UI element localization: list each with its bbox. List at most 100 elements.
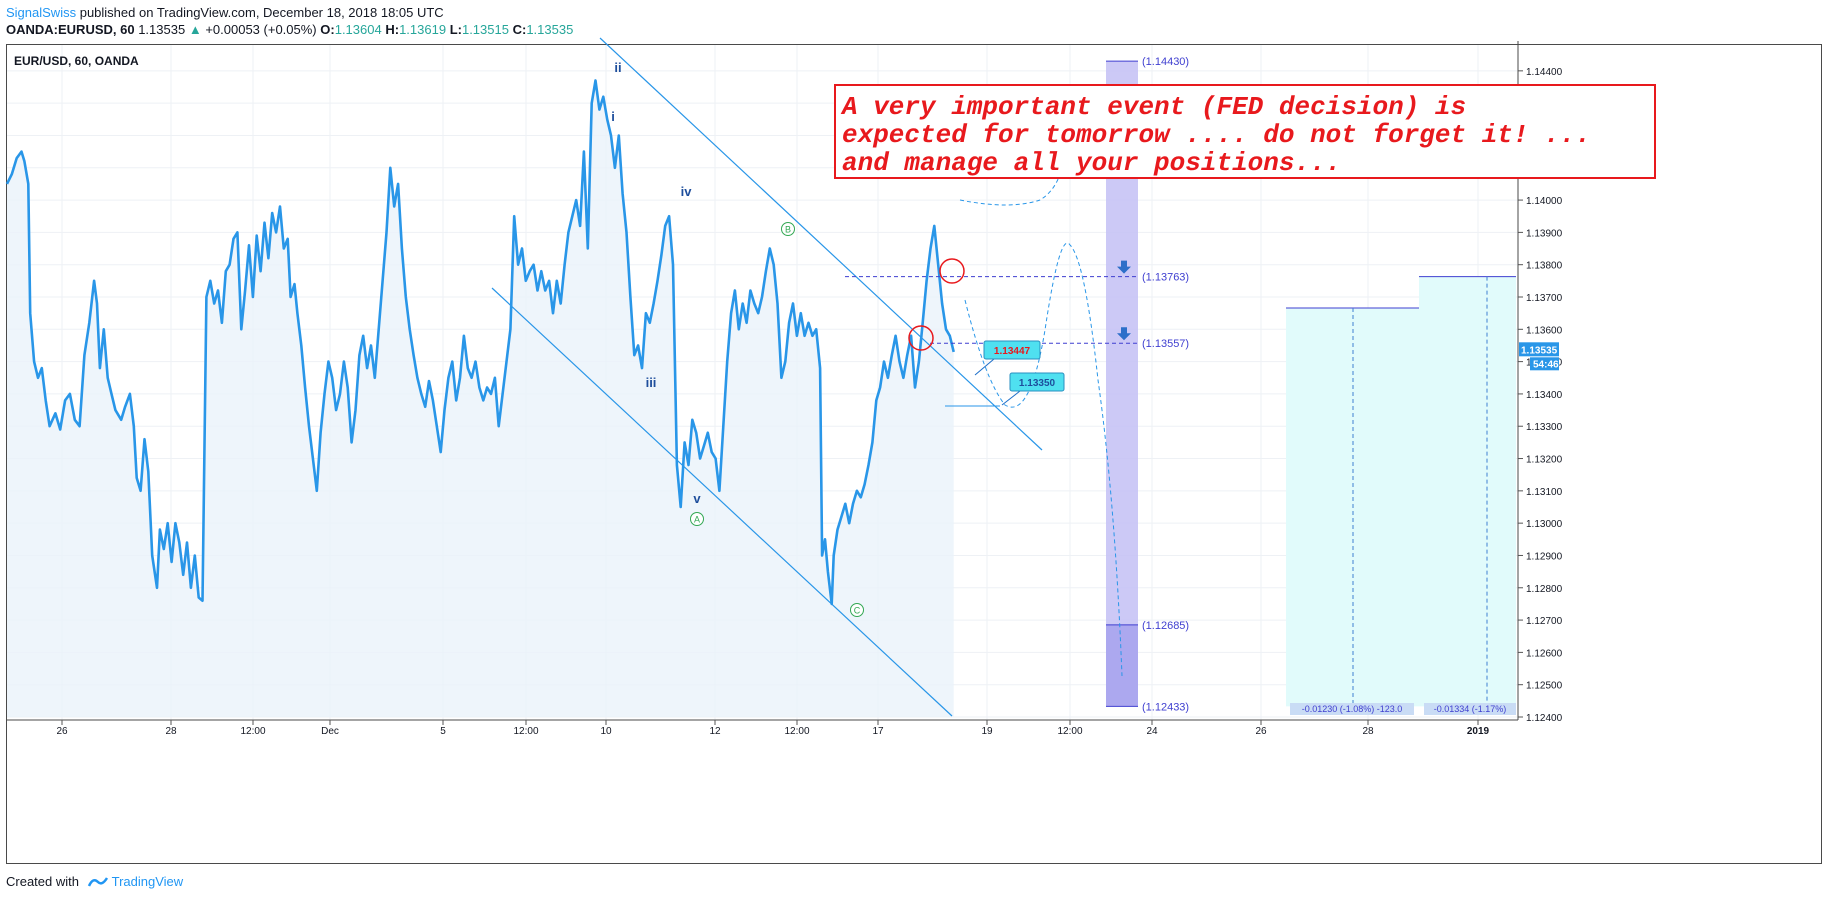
- publication-info: SignalSwiss published on TradingView.com…: [6, 5, 444, 20]
- wave-circle-C: [850, 603, 864, 617]
- wave-label-B: B: [785, 225, 791, 235]
- x-tick-label: 19: [981, 726, 993, 737]
- x-tick-label: 12:00: [1057, 726, 1082, 737]
- y-tick-label: 1.13000: [1526, 519, 1563, 530]
- y-tick-label: 1.13100: [1526, 487, 1563, 498]
- projection-path-up: [959, 139, 1066, 206]
- y-tick-label: 1.13900: [1526, 228, 1563, 239]
- projection-path-down: [964, 242, 1123, 677]
- up-triangle-icon: ▲: [188, 22, 202, 37]
- measure-label-box-2: [1424, 703, 1516, 715]
- x-tick-label: 12:00: [784, 726, 809, 737]
- footer: Created with TradingView: [6, 874, 183, 889]
- y-tick-label: 1.13400: [1526, 390, 1563, 401]
- low-label: L:: [449, 22, 462, 37]
- x-tick-label: 12:00: [240, 726, 265, 737]
- callout-label: 1.13447: [994, 346, 1031, 357]
- x-tick-label: Dec: [321, 726, 339, 737]
- callout-label: 1.13350: [1019, 378, 1056, 389]
- tradingview-logo-icon: [87, 877, 108, 887]
- wave-label-iv: iv: [681, 184, 693, 199]
- down-arrow-icon: [1117, 260, 1131, 274]
- measure-label-box-1: [1290, 703, 1414, 715]
- trendlines: [491, 37, 1043, 717]
- last-price-badge: [1519, 342, 1559, 357]
- level-label: (1.14430): [1142, 56, 1189, 68]
- event-note-line-2: expected for tomorrow .... do not forget…: [842, 120, 1591, 150]
- y-tick-label: 1.14000: [1526, 196, 1563, 207]
- y-tick-label: 1.12900: [1526, 551, 1563, 562]
- x-tick-label: 5: [440, 726, 446, 737]
- wave-label-v: v: [693, 491, 701, 506]
- countdown-badge: [1530, 357, 1559, 371]
- x-tick-label: 24: [1146, 726, 1158, 737]
- measure-label-1: -0.01230 (-1.08%) -123.0: [1302, 704, 1403, 714]
- annotations: (1.14430) (1.13763) (1.13557) (1.12685) (1.1…: [611, 56, 1189, 713]
- wave-circle-A: [690, 512, 704, 526]
- y-tick-label: 1.13600: [1526, 325, 1563, 336]
- x-tick-label: 12: [709, 726, 721, 737]
- price-change: +0.00053 (+0.05%): [205, 22, 317, 37]
- tradingview-brand[interactable]: TradingView: [111, 874, 184, 889]
- x-tick-label: 2019: [1467, 726, 1490, 737]
- highlight-circle-1: [939, 258, 965, 284]
- y-tick-label: 1.13300: [1526, 422, 1563, 433]
- level-label: (1.13557): [1142, 338, 1189, 350]
- chart-title: EUR/USD, 60, OANDA: [14, 54, 139, 68]
- event-note-line-1: A very important event (FED decision) is: [840, 92, 1466, 122]
- projection-zones: -0.01230 (-1.08%) -123.0 -0.01334 (-1.17%…: [1106, 61, 1516, 715]
- published-text: published on TradingView.com, December 1…: [79, 5, 444, 20]
- wave-label-iii: iii: [646, 375, 657, 390]
- open-label: O:: [320, 22, 335, 37]
- channel-lower-line: [491, 287, 953, 717]
- callout-box: [1009, 372, 1065, 392]
- last-price: 1.13535: [138, 22, 186, 37]
- highlight-circle-2: [908, 325, 934, 351]
- x-tick-label: 28: [165, 726, 177, 737]
- chart-frame[interactable]: [6, 44, 1822, 864]
- price-area: [7, 80, 954, 717]
- level-label: (1.12433): [1142, 701, 1189, 713]
- y-tick-label: 1.12600: [1526, 648, 1563, 659]
- callout-box: [983, 340, 1041, 360]
- measure-label-2: -0.01334 (-1.17%): [1434, 704, 1507, 714]
- y-tick-label: 1.12500: [1526, 681, 1563, 692]
- y-tick-label: 1.13800: [1526, 261, 1563, 272]
- close-value: 1.13535: [526, 22, 574, 37]
- y-tick-label: 1.12700: [1526, 616, 1563, 627]
- y-tick-label: 1.14400: [1526, 67, 1563, 78]
- channel-upper-line: [599, 37, 1043, 451]
- callout-pointer: [1001, 390, 1021, 406]
- level-label: (1.12685): [1142, 620, 1189, 632]
- price-line-group: [5, 79, 955, 606]
- y-tick-label: 1.13200: [1526, 455, 1563, 466]
- wave-label-A: A: [694, 515, 700, 525]
- callout-pointer: [974, 358, 995, 376]
- symbol-info: OANDA:EURUSD, 60 1.13535 ▲ +0.00053 (+0.…: [6, 22, 573, 37]
- event-note-box: [834, 84, 1656, 179]
- wave-label-i: i: [611, 109, 615, 124]
- level-label: (1.13763): [1142, 272, 1189, 284]
- x-tick-label: 10: [600, 726, 612, 737]
- wave-label-ii: ii: [614, 60, 621, 75]
- author-link[interactable]: SignalSwiss: [6, 5, 77, 20]
- x-tick-label: 26: [56, 726, 68, 737]
- low-value: 1.13515: [461, 22, 509, 37]
- x-tick-label: 28: [1362, 726, 1374, 737]
- x-tick-label: 17: [872, 726, 884, 737]
- high-value: 1.13619: [399, 22, 447, 37]
- event-note-line-3: and manage all your positions...: [842, 148, 1341, 178]
- last-price-label: 1.13535: [1521, 345, 1558, 356]
- time-axis[interactable]: 26 28 12:00 Dec 5 12:00 10 12 12:00 17 19 12:00 24 26…: [7, 719, 1518, 737]
- price-area-fill: [7, 80, 954, 717]
- high-label: H:: [385, 22, 400, 37]
- down-arrow-icon: [1117, 327, 1131, 341]
- created-with-text: Created with: [6, 874, 79, 889]
- event-note: A very important event (FED decision) is…: [834, 84, 1656, 179]
- wave-circle-B: [781, 222, 795, 236]
- y-tick-label: 1.12800: [1526, 584, 1563, 595]
- close-label: C:: [512, 22, 527, 37]
- cyan-measure-box-2: [1419, 276, 1516, 707]
- open-value: 1.13604: [334, 22, 382, 37]
